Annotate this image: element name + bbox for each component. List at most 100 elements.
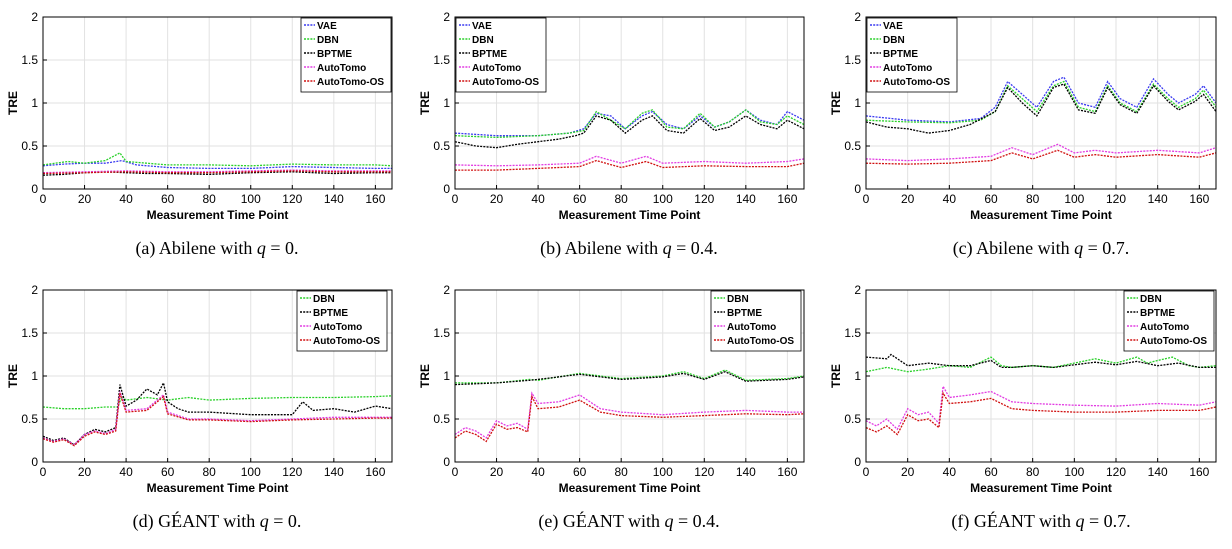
x-tick-label: 120	[1106, 465, 1126, 479]
chart-panel: 0 20 40 60 80 100 120 140 160 0 0.5 1 1.5 2 Measuremen…	[418, 10, 805, 259]
caption-suffix: = 0.7.	[1083, 238, 1129, 258]
legend-label: AutoTomo-OS	[317, 77, 384, 88]
caption-prefix: (f) GÉANT with	[951, 510, 1075, 532]
panel-caption: (c) Abilene with q = 0.7.	[953, 238, 1130, 259]
x-tick-label: 140	[736, 465, 756, 479]
y-tick-label: 1.5	[21, 53, 38, 67]
legend-box	[710, 290, 802, 352]
x-tick-label: 160	[365, 192, 385, 206]
y-tick-label: 0	[443, 455, 450, 469]
x-tick-label: 100	[653, 465, 673, 479]
x-axis-label: Measurement Time Point	[147, 481, 289, 495]
chart-panel: 0 20 40 60 80 100 120 140 160 0 0.5 1 1.5 2 Measuremen…	[829, 10, 1217, 259]
legend-label: AutoTomo-OS	[472, 77, 539, 88]
x-tick-label: 20	[490, 465, 504, 479]
y-tick-label: 1	[854, 369, 861, 383]
y-tick-label: 1.5	[21, 326, 38, 340]
y-tick-label: 0.5	[844, 412, 861, 426]
legend-label: AutoTomo	[1140, 322, 1189, 333]
y-tick-label: 1	[31, 96, 38, 110]
legend-label: DBN	[883, 35, 905, 46]
x-tick-label: 140	[324, 465, 344, 479]
x-tick-label: 80	[203, 465, 217, 479]
x-tick-label: 40	[531, 192, 545, 206]
y-axis-label: TRE	[418, 364, 432, 388]
x-tick-label: 100	[1064, 465, 1084, 479]
legend-label: AutoTomo-OS	[727, 336, 794, 347]
x-tick-label: 80	[615, 465, 629, 479]
legend-label: AutoTomo	[313, 322, 362, 333]
y-tick-label: 1.5	[433, 326, 450, 340]
legend-label: AutoTomo	[727, 322, 776, 333]
legend-box	[1123, 290, 1215, 352]
y-tick-label: 0	[31, 455, 38, 469]
series-line-dbn	[454, 109, 805, 139]
x-tick-label: 100	[1064, 192, 1084, 206]
y-tick-label: 0.5	[433, 412, 450, 426]
x-tick-label: 20	[78, 192, 92, 206]
x-tick-label: 0	[863, 465, 870, 479]
panel-caption: (b) Abilene with q = 0.4.	[540, 238, 718, 259]
x-tick-label: 60	[573, 465, 587, 479]
x-tick-label: 80	[615, 192, 629, 206]
legend: DBN BPTME AutoTomo AutoTomo-OS	[1123, 290, 1215, 352]
legend-label: AutoTomo	[317, 63, 366, 74]
series-line-dbn	[455, 369, 805, 384]
x-axis-label: Measurement Time Point	[559, 208, 701, 222]
caption-prefix: (c) Abilene with	[953, 238, 1074, 259]
y-tick-label: 1	[31, 369, 38, 383]
legend: DBN BPTME AutoTomo AutoTomo-OS	[710, 290, 802, 352]
series-line-autotomo-os	[454, 394, 805, 443]
y-tick-label: 0	[31, 182, 38, 196]
caption-suffix: = 0.	[269, 511, 302, 531]
y-tick-label: 0	[443, 182, 450, 196]
series-line-bptme	[454, 115, 805, 149]
series-line-dbn	[42, 395, 393, 410]
caption-prefix: (a) Abilene with	[135, 238, 256, 259]
series-line-autotomo	[454, 155, 805, 167]
panel-caption: (d) GÉANT with q = 0.	[133, 510, 302, 532]
x-tick-label: 140	[1148, 465, 1168, 479]
caption-variable: q	[1074, 238, 1083, 258]
x-tick-label: 40	[119, 465, 133, 479]
legend-label: BPTME	[472, 49, 507, 60]
legend: VAE DBN BPTME AutoTomo AutoTomo-OS	[300, 17, 392, 93]
panel-caption: (f) GÉANT with q = 0.7.	[951, 510, 1130, 532]
legend-label: DBN	[313, 294, 335, 305]
x-tick-label: 140	[1148, 192, 1168, 206]
y-tick-label: 1.5	[844, 53, 861, 67]
panel-caption: (e) GÉANT with q = 0.4.	[538, 510, 719, 532]
caption-variable: q	[260, 511, 269, 531]
y-tick-label: 2	[854, 283, 861, 297]
x-tick-label: 60	[984, 192, 998, 206]
y-axis-label: TRE	[829, 91, 843, 115]
series-line-autotomo	[42, 169, 392, 174]
x-tick-label: 160	[777, 192, 797, 206]
caption-variable: q	[257, 238, 266, 258]
y-axis-label: TRE	[6, 91, 20, 115]
x-tick-label: 20	[901, 192, 915, 206]
y-tick-label: 0	[854, 182, 861, 196]
legend-box	[455, 17, 547, 93]
x-tick-label: 0	[40, 465, 47, 479]
y-axis-label: TRE	[6, 364, 20, 388]
x-tick-label: 0	[452, 192, 459, 206]
y-tick-label: 1	[854, 96, 861, 110]
series-line-dbn	[865, 356, 1217, 373]
x-axis-label: Measurement Time Point	[559, 481, 701, 495]
y-tick-label: 2	[31, 10, 38, 24]
series-line-autotomo-os	[455, 159, 805, 171]
x-tick-label: 40	[943, 192, 957, 206]
x-tick-label: 120	[282, 192, 302, 206]
x-tick-label: 60	[984, 465, 998, 479]
series-line-bptme	[454, 370, 805, 386]
y-tick-label: 1.5	[844, 326, 861, 340]
legend-label: VAE	[472, 21, 492, 32]
x-tick-label: 60	[573, 192, 587, 206]
y-tick-label: 0.5	[433, 139, 450, 153]
x-tick-label: 100	[653, 192, 673, 206]
legend-label: AutoTomo	[883, 63, 932, 74]
legend-box	[300, 17, 392, 93]
x-axis-label: Measurement Time Point	[970, 208, 1112, 222]
